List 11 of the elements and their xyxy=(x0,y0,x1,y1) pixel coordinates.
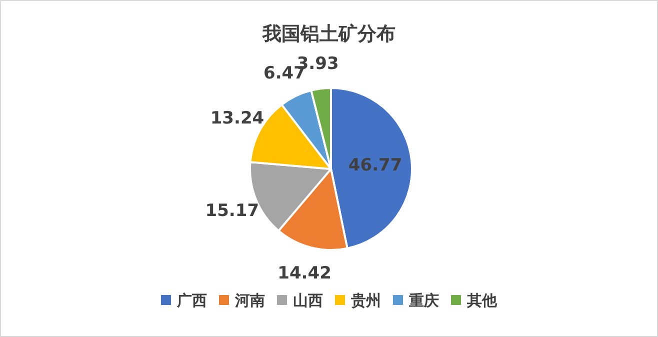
legend-label: 贵州 xyxy=(350,291,381,310)
legend-label: 广西 xyxy=(176,291,207,310)
legend-label: 山西 xyxy=(293,291,323,310)
legend-label: 其他 xyxy=(466,291,498,310)
legend-label: 河南 xyxy=(234,291,265,310)
data-label: 14.42 xyxy=(278,264,332,284)
data-label: 13.24 xyxy=(210,108,264,129)
data-label: 46.77 xyxy=(348,155,402,176)
chart-title: 我国铝土矿分布 xyxy=(262,23,396,45)
data-label: 15.17 xyxy=(205,200,260,221)
legend-label: 重庆 xyxy=(408,291,439,310)
